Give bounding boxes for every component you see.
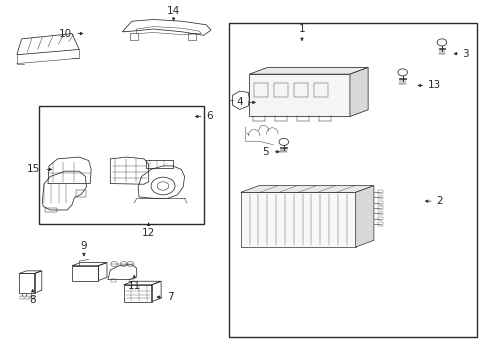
Bar xyxy=(128,279,133,282)
Bar xyxy=(377,222,383,226)
Bar xyxy=(377,201,383,204)
Text: 15: 15 xyxy=(27,165,41,174)
Text: 14: 14 xyxy=(166,6,180,16)
Text: 13: 13 xyxy=(427,80,440,90)
Text: 1: 1 xyxy=(298,24,305,33)
Text: 5: 5 xyxy=(261,147,268,157)
Bar xyxy=(377,190,383,194)
Text: 10: 10 xyxy=(58,28,71,39)
Bar xyxy=(377,206,383,210)
Bar xyxy=(111,279,116,282)
Bar xyxy=(274,83,287,97)
Bar xyxy=(377,196,383,199)
Polygon shape xyxy=(249,67,367,74)
Polygon shape xyxy=(249,74,349,117)
Bar xyxy=(44,208,57,212)
Bar xyxy=(25,296,29,299)
Bar xyxy=(254,83,267,97)
Bar xyxy=(314,83,327,97)
Bar xyxy=(187,33,195,40)
Text: 9: 9 xyxy=(81,240,87,251)
Bar xyxy=(229,23,476,337)
Bar xyxy=(20,296,24,299)
Polygon shape xyxy=(240,192,355,247)
Bar xyxy=(130,33,138,40)
Bar xyxy=(30,296,34,299)
Bar xyxy=(377,212,383,215)
Polygon shape xyxy=(355,186,373,247)
Text: 8: 8 xyxy=(29,295,36,305)
Polygon shape xyxy=(240,186,373,192)
Text: 6: 6 xyxy=(206,112,212,121)
Text: 12: 12 xyxy=(142,228,155,238)
Text: 3: 3 xyxy=(462,49,468,59)
Bar xyxy=(76,190,86,197)
Text: 4: 4 xyxy=(236,98,243,107)
Bar xyxy=(146,160,172,168)
Bar xyxy=(294,83,307,97)
Bar xyxy=(377,217,383,220)
Text: 11: 11 xyxy=(127,280,141,291)
Text: 7: 7 xyxy=(166,292,173,302)
Bar xyxy=(40,106,203,224)
Text: 2: 2 xyxy=(435,196,442,206)
Polygon shape xyxy=(349,67,367,117)
